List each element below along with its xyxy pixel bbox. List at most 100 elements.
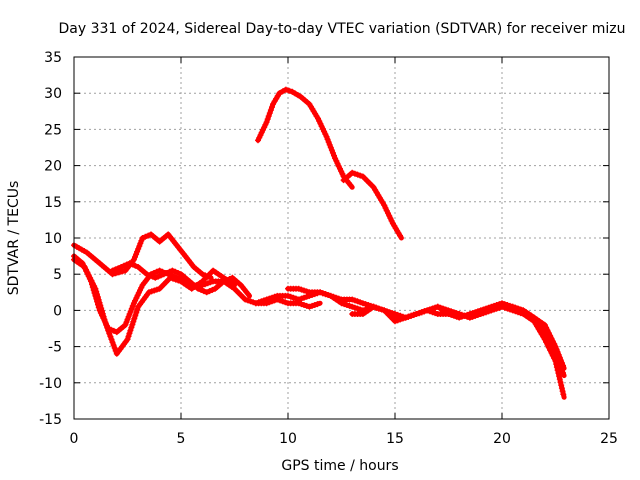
- data-point: [298, 94, 304, 100]
- data-point: [382, 308, 387, 313]
- series-line: [285, 286, 567, 379]
- data-point: [371, 185, 376, 190]
- data-point: [382, 203, 387, 208]
- data-point: [243, 297, 248, 302]
- data-point: [123, 268, 128, 273]
- data-point: [561, 366, 567, 371]
- data-point: [125, 337, 130, 342]
- data-point: [84, 250, 90, 255]
- series-track-low-3: [349, 300, 567, 371]
- data-point: [510, 304, 515, 309]
- data-point: [307, 304, 312, 309]
- data-point: [360, 311, 366, 317]
- data-point: [307, 101, 312, 107]
- data-point: [232, 286, 237, 291]
- data-point: [221, 279, 226, 284]
- data-point: [283, 87, 289, 92]
- data-point: [277, 91, 282, 96]
- y-tick-label: -5: [48, 340, 62, 356]
- data-point: [168, 275, 173, 281]
- data-point: [467, 311, 473, 317]
- data-point: [296, 286, 301, 291]
- chart-title: Day 331 of 2024, Sidereal Day-to-day VTE…: [59, 21, 626, 37]
- y-axis-label: SDTVAR / TECUs: [6, 181, 22, 296]
- y-tick-label: 10: [44, 231, 62, 247]
- data-point: [296, 300, 301, 306]
- data-point: [424, 308, 430, 313]
- data-point: [360, 300, 366, 306]
- data-point: [140, 235, 145, 241]
- data-point: [324, 134, 329, 139]
- y-tick-label: 0: [53, 303, 62, 319]
- data-point: [157, 268, 162, 273]
- data-point: [446, 311, 451, 317]
- x-axis-label: GPS time / hours: [281, 458, 398, 474]
- x-tick-label: 20: [493, 431, 511, 447]
- data-point: [270, 101, 276, 107]
- data-point: [307, 293, 312, 299]
- data-point: [457, 315, 462, 320]
- data-point: [531, 315, 537, 320]
- data-point: [317, 300, 323, 306]
- data-point: [253, 300, 259, 306]
- data-point: [183, 253, 188, 259]
- y-tick-label: 5: [53, 267, 62, 283]
- data-point: [161, 272, 167, 277]
- data-point: [478, 308, 483, 313]
- data-point: [317, 290, 323, 295]
- x-tick-label: 10: [279, 431, 297, 447]
- data-point: [97, 261, 102, 266]
- data-point: [140, 282, 145, 288]
- y-tick-label: 25: [44, 122, 62, 138]
- data-point: [499, 300, 505, 306]
- data-point: [521, 308, 526, 313]
- series-track-mid-3: [71, 256, 237, 357]
- series-track-mid-4: [109, 260, 252, 299]
- y-tick-label: 20: [44, 159, 62, 175]
- x-tick-label: 0: [70, 431, 79, 447]
- y-tick-label: -15: [39, 412, 62, 428]
- data-point: [136, 304, 141, 309]
- data-point: [285, 293, 291, 299]
- data-point: [371, 304, 376, 309]
- series-markers: [340, 169, 403, 239]
- data-point: [403, 315, 408, 320]
- data-point: [553, 344, 558, 349]
- data-point: [195, 286, 201, 291]
- data-point: [144, 272, 149, 277]
- data-point: [114, 351, 120, 357]
- data-point: [350, 170, 355, 176]
- data-point: [82, 264, 87, 270]
- data-point: [232, 282, 237, 288]
- data-point: [110, 268, 115, 273]
- data-point: [238, 282, 244, 288]
- data-point: [189, 286, 194, 291]
- data-point: [110, 272, 115, 277]
- data-point: [178, 279, 184, 284]
- data-series: [71, 86, 567, 400]
- x-tick-label: 15: [386, 431, 404, 447]
- data-point: [392, 319, 398, 324]
- data-point: [118, 264, 124, 270]
- data-point: [157, 286, 162, 291]
- data-point: [341, 177, 346, 183]
- series-markers: [285, 285, 566, 376]
- data-point: [170, 268, 175, 273]
- data-point: [561, 395, 567, 400]
- data-point: [210, 279, 216, 284]
- data-point: [187, 279, 192, 284]
- data-point: [350, 185, 355, 190]
- data-point: [213, 286, 218, 291]
- data-point: [93, 286, 98, 291]
- data-point: [360, 174, 366, 179]
- data-point: [315, 116, 321, 121]
- data-point: [165, 232, 171, 237]
- data-point: [178, 272, 184, 277]
- data-point: [435, 304, 440, 309]
- data-point: [542, 322, 547, 328]
- y-tick-label: -10: [39, 376, 62, 392]
- data-point: [350, 304, 355, 309]
- data-point: [131, 257, 137, 262]
- data-point: [247, 293, 252, 299]
- series-markers: [349, 300, 566, 369]
